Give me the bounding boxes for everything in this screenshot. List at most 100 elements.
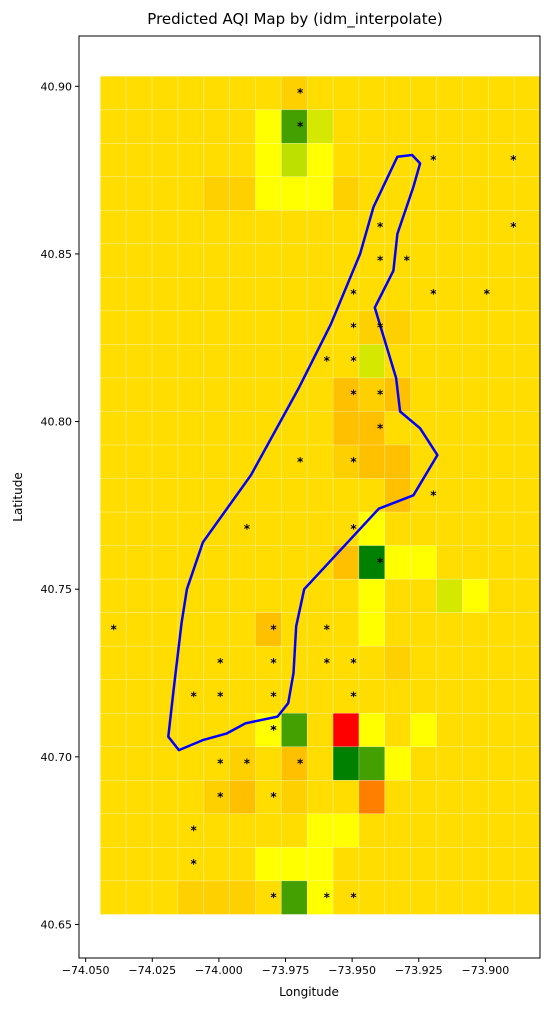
heatmap-cell (306, 712, 334, 748)
heatmap-cell (436, 746, 463, 781)
heatmap-cell (332, 344, 360, 379)
heatmap-cell (487, 75, 515, 111)
heatmap-cell (255, 243, 282, 278)
heatmap-cell (462, 310, 489, 345)
station-marker: * (324, 622, 331, 636)
x-axis-ticks: −74.050 −74.025 −74.000 −73.975 −73.950 −73.9… (62, 958, 509, 977)
heatmap-cell (332, 645, 360, 681)
station-marker: * (297, 86, 304, 100)
heatmap-cell (229, 277, 256, 312)
heatmap-cell (203, 243, 230, 278)
heatmap-cell (255, 109, 282, 144)
heatmap-cell (462, 210, 489, 245)
station-marker: * (217, 656, 224, 670)
heatmap-cell (229, 880, 256, 915)
heatmap-cell (513, 176, 540, 211)
heatmap-cell (177, 511, 205, 546)
heatmap-cell (177, 109, 205, 144)
heatmap-cell (125, 210, 153, 245)
heatmap-cell (487, 712, 515, 748)
heatmap-cell (306, 780, 334, 815)
heatmap-cell (513, 75, 540, 111)
heatmap-cell (306, 176, 334, 211)
heatmap-cell (177, 277, 205, 312)
heatmap-cell (229, 411, 256, 446)
heatmap-cell (100, 679, 127, 714)
heatmap-cell (255, 210, 282, 245)
heatmap-cell (436, 277, 463, 312)
heatmap-cell (487, 612, 515, 647)
heatmap-cell (151, 377, 179, 412)
heatmap-cell (100, 210, 127, 245)
heatmap-cell (436, 511, 463, 546)
heatmap-cell (100, 847, 127, 882)
heatmap-cell (255, 176, 282, 211)
heatmap-cell (384, 880, 411, 915)
heatmap-cell (306, 813, 334, 848)
heatmap-cell (410, 545, 437, 580)
heatmap-cell (100, 444, 127, 479)
station-marker: * (350, 455, 357, 469)
heatmap-cell (177, 645, 205, 681)
heatmap-cell (203, 880, 230, 915)
heatmap-cell (384, 780, 411, 815)
heatmap-cell (487, 645, 515, 681)
station-marker: * (430, 488, 437, 502)
station-marker: * (430, 153, 437, 167)
heatmap-cell (125, 813, 153, 848)
heatmap-cell (436, 142, 463, 178)
heatmap-cell (177, 243, 205, 278)
heatmap-cell (125, 679, 153, 714)
heatmap-cell (462, 679, 489, 714)
x-tick-label: −74.025 (128, 964, 176, 977)
heatmap-cell (229, 344, 256, 379)
heatmap-cell (177, 344, 205, 379)
heatmap-cell (125, 344, 153, 379)
x-tick-label: −74.050 (62, 964, 110, 977)
heatmap-cell (384, 847, 411, 882)
heatmap-cell (100, 142, 127, 178)
heatmap-cell (203, 511, 230, 546)
heatmap-cell (255, 478, 282, 513)
heatmap-cell (281, 176, 308, 211)
station-marker: * (217, 689, 224, 703)
heatmap-cell (151, 880, 179, 915)
heatmap-cell (306, 243, 334, 278)
station-marker: * (190, 857, 197, 871)
heatmap-cell (177, 176, 205, 211)
heatmap-cell (281, 142, 308, 178)
heatmap-cell (462, 75, 489, 111)
y-tick-label: 40.85 (41, 248, 73, 261)
heatmap-cell (436, 243, 463, 278)
heatmap-cell (203, 612, 230, 647)
heatmap-cell (125, 780, 153, 815)
station-marker: * (111, 622, 118, 636)
heatmap-cell (281, 377, 308, 412)
heatmap-cell (436, 712, 463, 748)
heatmap-cell (306, 645, 334, 681)
heatmap-cell (125, 109, 153, 144)
heatmap-cell (462, 142, 489, 178)
heatmap-cell (177, 75, 205, 111)
heatmap-cell (358, 813, 386, 848)
chart-title: Predicted AQI Map by (idm_interpolate) (147, 10, 442, 29)
heatmap-cell (229, 243, 256, 278)
heatmap-cell (203, 75, 230, 111)
heatmap-cell (125, 377, 153, 412)
heatmap-cell (487, 880, 515, 915)
heatmap-cell (410, 511, 437, 546)
heatmap-cell (203, 847, 230, 882)
heatmap-cell (462, 746, 489, 781)
heatmap-cell (487, 847, 515, 882)
heatmap-cell (151, 142, 179, 178)
heatmap-cell (332, 444, 360, 479)
heatmap-cell (332, 780, 360, 815)
plot-area: * * * * * * * * * * * * * * * * * * * * * * * * * * * * * * * * * * * * * * * *… (100, 75, 540, 915)
heatmap-cell (306, 75, 334, 111)
heatmap-cell (125, 310, 153, 345)
heatmap-cell (358, 679, 386, 714)
heatmap-cell (306, 679, 334, 714)
y-tick-label: 40.90 (41, 80, 73, 93)
heatmap-cell (125, 880, 153, 915)
